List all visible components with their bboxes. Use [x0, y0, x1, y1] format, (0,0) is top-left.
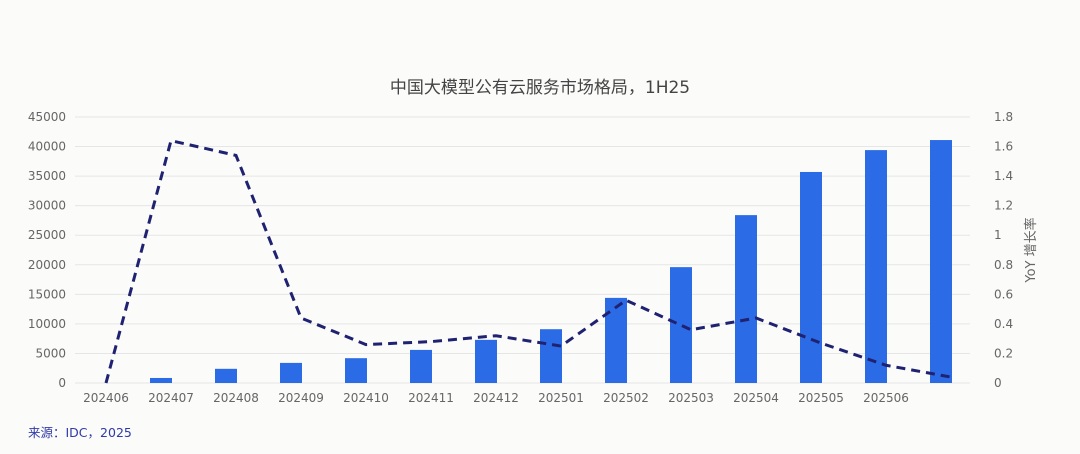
y-right-tick-label: 1.8: [994, 110, 1013, 124]
y-right-tick-label: 1.4: [994, 169, 1013, 183]
y-right-tick-label: 0.6: [994, 287, 1013, 301]
y-right-tick-label: 1: [994, 228, 1002, 242]
y-right-tick-label: 0.4: [994, 317, 1013, 331]
bar: [540, 329, 562, 383]
x-tick-label: 202408: [213, 391, 259, 405]
bar: [150, 377, 172, 383]
bar: [345, 358, 367, 383]
x-tick-label: 202503: [668, 391, 714, 405]
x-tick-label: 202502: [603, 391, 649, 405]
x-tick-label: 202407: [148, 391, 194, 405]
bar: [735, 215, 757, 383]
y-right-tick-label: 0: [994, 376, 1002, 390]
y-left-tick-label: 0: [58, 376, 66, 390]
y-right-tick-label: 1.2: [994, 199, 1013, 213]
x-tick-label: 202501: [538, 391, 584, 405]
bar: [215, 368, 237, 383]
line-series: [104, 138, 952, 384]
x-tick-label: 202412: [473, 391, 519, 405]
x-tick-label: 202409: [278, 391, 324, 405]
chart-title: 中国大模型公有云服务市场格局，1H25: [390, 78, 690, 98]
bar: [800, 171, 822, 383]
bar: [280, 362, 302, 383]
bar-series: [150, 140, 952, 383]
bar: [670, 267, 692, 383]
yoy-line: [104, 138, 952, 384]
y-left-tick-label: 45000: [28, 110, 66, 124]
x-tick-label: 202505: [798, 391, 844, 405]
x-axis: 202406 202407 202408 202409 202410 202411 2024…: [83, 391, 909, 405]
bar: [605, 297, 627, 383]
x-tick-label: 202410: [343, 391, 389, 405]
y-left-tick-label: 40000: [28, 140, 66, 154]
y-axis-right: 0 0.2 0.4 0.6 0.8 1 1.2 1.4 1.6 1.8: [994, 110, 1013, 390]
gridlines: [75, 116, 970, 384]
y-right-axis-label: YoY 增长率: [1023, 217, 1039, 283]
y-left-tick-label: 20000: [28, 258, 66, 272]
x-tick-label: 202406: [83, 391, 129, 405]
y-left-tick-label: 30000: [28, 199, 66, 213]
source-note: 来源：IDC，2025: [28, 425, 132, 440]
x-tick-label: 202504: [733, 391, 779, 405]
x-tick-label: 202506: [863, 391, 909, 405]
y-axis-left: 0 5000 10000 15000 20000 25000 30000 35000 40000…: [28, 110, 66, 390]
y-left-tick-label: 35000: [28, 169, 66, 183]
bar: [410, 349, 432, 383]
x-tick-label: 202411: [408, 391, 454, 405]
y-right-tick-label: 0.2: [994, 346, 1013, 360]
y-left-tick-label: 5000: [35, 346, 66, 360]
y-left-tick-label: 15000: [28, 287, 66, 301]
bar: [865, 150, 887, 383]
y-right-tick-label: 0.8: [994, 258, 1013, 272]
y-left-tick-label: 10000: [28, 317, 66, 331]
bar: [930, 140, 952, 383]
bar: [475, 339, 497, 383]
y-left-tick-label: 25000: [28, 228, 66, 242]
y-right-tick-label: 1.6: [994, 140, 1013, 154]
